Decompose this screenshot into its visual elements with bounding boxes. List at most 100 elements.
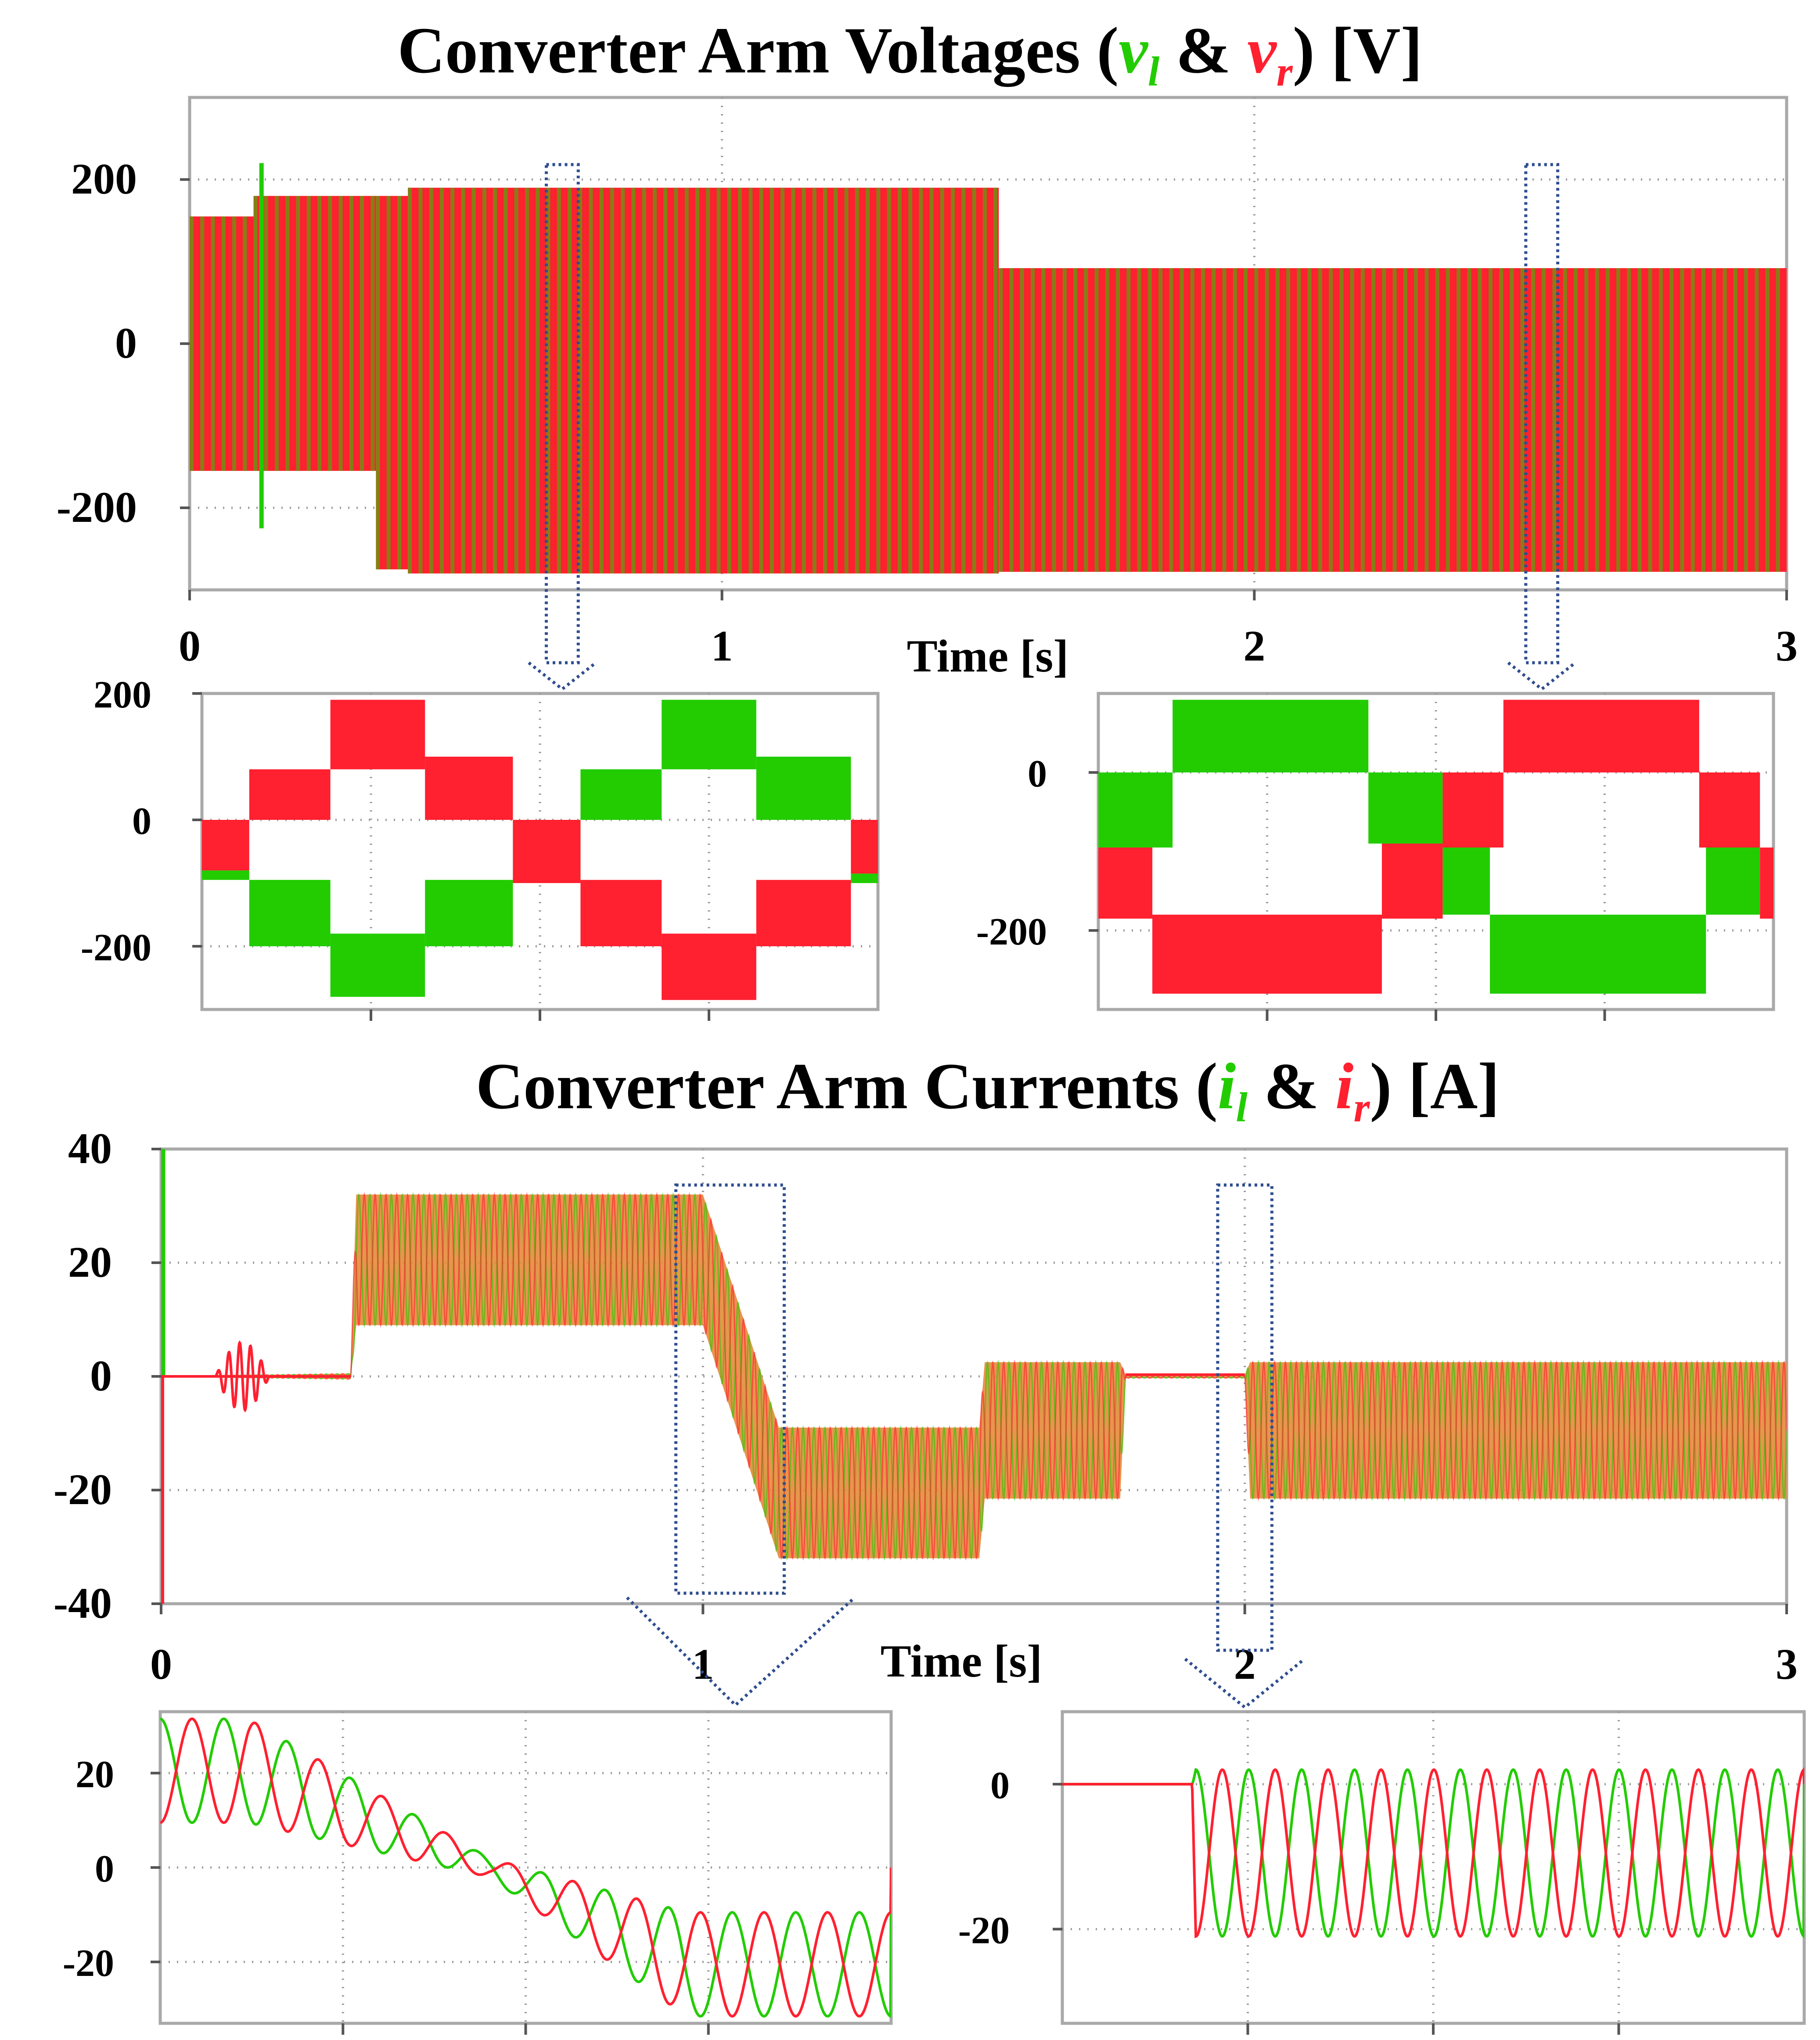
voltage-left-arm-stripe: [1180, 268, 1184, 572]
voltage-zoom-1-right_arm-step: [662, 934, 756, 1000]
voltage-left-arm-stripe: [1435, 268, 1439, 572]
voltage-left-arm-stripe: [1222, 268, 1227, 572]
voltage-left-arm-stripe: [1073, 268, 1078, 572]
voltage-left-arm-stripe: [1147, 268, 1152, 572]
voltage-left-arm-stripe: [461, 187, 465, 574]
voltage-zoom-1-marker-arrow: [528, 661, 597, 691]
voltage-left-arm-stripe: [317, 196, 322, 471]
voltage-left-arm-stripe: [349, 196, 353, 471]
voltage-left-arm-stripe: [1329, 268, 1333, 572]
voltage-zoom-2-traces: [1098, 700, 1773, 994]
current-zoom-2-ytick-label: 0: [990, 1764, 1010, 1807]
voltage-zoom-2-left_arm-step: [1442, 848, 1490, 915]
voltage-left-arm-stripe: [253, 196, 258, 471]
voltage-left-arm-stripe: [221, 216, 226, 471]
voltage-left-arm-stripe: [1765, 268, 1770, 572]
voltage-left-arm-stripe: [1371, 268, 1376, 572]
voltage-main-xlabel: Time [s]: [907, 630, 1068, 682]
voltage-zoom-2-panel: 0 -200: [976, 692, 1775, 1021]
voltage-main-traces: [190, 163, 1787, 574]
voltage-left-arm-stripe: [866, 187, 870, 574]
voltage-main-ytick-label: 200: [71, 154, 137, 203]
current-main-xtick-label: 3: [1776, 1640, 1798, 1688]
voltage-zoom-1-ytick-label: 0: [132, 800, 151, 843]
voltage-zoom-2-marker-box: [1524, 163, 1560, 664]
voltage-left-arm-stripe: [929, 187, 934, 574]
voltage-left-arm-stripe: [897, 187, 902, 574]
voltage-left-arm-stripe: [589, 187, 593, 574]
voltage-left-arm-stripe: [1307, 268, 1312, 572]
voltage-left-arm-stripe: [525, 187, 529, 574]
voltage-zoom-2-right_arm-step: [1381, 844, 1443, 919]
voltage-left-arm-stripe: [200, 216, 205, 471]
voltage-left-arm-stripe: [727, 187, 731, 574]
voltage-left-arm-stripe: [306, 196, 311, 471]
voltage-left-arm-stripe: [1691, 268, 1695, 572]
current-main-ytick-label: 20: [68, 1238, 112, 1286]
voltage-left-arm-stripe: [1446, 268, 1450, 572]
voltage-left-arm-stripe: [243, 216, 247, 471]
voltage-main-xtick-label: 0: [179, 621, 201, 670]
current-startup-burst: [214, 1340, 270, 1412]
current-title-suffix: ) [A]: [1370, 1050, 1500, 1123]
voltage-left-arm-stripe: [631, 187, 636, 574]
voltage-main-ytick-label: 0: [115, 319, 137, 367]
voltage-left-arm-stripe: [663, 187, 668, 574]
voltage-zoom-2-right_arm-step: [1760, 848, 1773, 919]
voltage-left-arm-stripe: [1233, 268, 1237, 572]
voltage-left-arm-stripe: [1733, 268, 1737, 572]
voltage-left-arm-stripe: [1605, 268, 1610, 572]
voltage-zoom-2-left_arm-step: [1098, 772, 1173, 848]
voltage-left-arm-stripe: [514, 187, 518, 574]
voltage-left-arm-stripe: [338, 196, 343, 471]
current-zoom-2-ytick-label: -20: [958, 1909, 1010, 1952]
voltage-zoom-1-panel: 200 0 -200: [81, 674, 880, 1021]
voltage-zoom-2-marker-arrow: [1507, 661, 1576, 691]
voltage-title-vr: v: [1247, 14, 1277, 87]
current-main-traces: [161, 1149, 1787, 1604]
voltage-left-arm-stripe: [599, 187, 604, 574]
voltage-left-arm-stripe: [653, 187, 657, 574]
current-envelope-band: [161, 1194, 1787, 1559]
voltage-left-arm-stripe: [1201, 268, 1205, 572]
voltage-zoom-1-left_arm-step: [249, 880, 331, 946]
voltage-left-arm-stripe: [621, 187, 625, 574]
current-main-xtick-label: 0: [150, 1640, 172, 1688]
voltage-left-arm-stripe: [1403, 268, 1407, 572]
voltage-left-arm-stripe: [1244, 268, 1248, 572]
voltage-envelope-segment: [376, 196, 408, 570]
current-title-ir: i: [1335, 1050, 1354, 1123]
voltage-left-arm-stripe: [1627, 268, 1631, 572]
voltage-left-arm-stripe: [1169, 268, 1173, 572]
current-main-ytick-label: -20: [54, 1465, 112, 1514]
voltage-zoom-2-ytick-label: 0: [1028, 753, 1047, 795]
voltage-left-arm-stripe: [418, 187, 423, 574]
voltage-left-arm-stripe: [844, 187, 849, 574]
current-main-ytick-label: -40: [54, 1579, 112, 1627]
voltage-zoom-1-right_arm-step: [425, 757, 513, 820]
voltage-left-arm-stripe: [1424, 268, 1429, 572]
voltage-left-arm-stripe: [1031, 268, 1035, 572]
voltage-left-arm-stripe: [1339, 268, 1344, 572]
voltage-title-vr-sub: r: [1277, 48, 1293, 95]
voltage-left-arm-stripe: [376, 196, 380, 570]
voltage-envelope-segment: [253, 196, 376, 471]
voltage-left-arm-stripe: [919, 187, 923, 574]
voltage-left-arm-stripe: [450, 187, 455, 574]
voltage-left-arm-stripe: [1318, 268, 1322, 572]
voltage-left-arm-stripe: [275, 196, 279, 471]
voltage-zoom-2-left_arm-step: [1706, 848, 1760, 915]
voltage-zoom-1-traces: [202, 700, 878, 1000]
voltage-left-arm-stripe: [211, 216, 215, 471]
voltage-left-arm-stripe: [1744, 268, 1748, 572]
voltage-left-arm-stripe: [1563, 268, 1567, 572]
voltage-left-arm-stripe: [1041, 268, 1046, 572]
voltage-left-arm-stripe: [823, 187, 827, 574]
current-title-il-sub: l: [1236, 1084, 1248, 1131]
voltage-left-arm-stripe: [1520, 268, 1525, 572]
voltage-left-arm-stripe: [855, 187, 859, 574]
voltage-zoom-1-left_arm-step: [580, 769, 662, 820]
voltage-left-arm-stripe: [1531, 268, 1535, 572]
voltage-zoom-1-ytick-label: 200: [94, 674, 151, 716]
voltage-left-arm-stripe: [482, 187, 486, 574]
